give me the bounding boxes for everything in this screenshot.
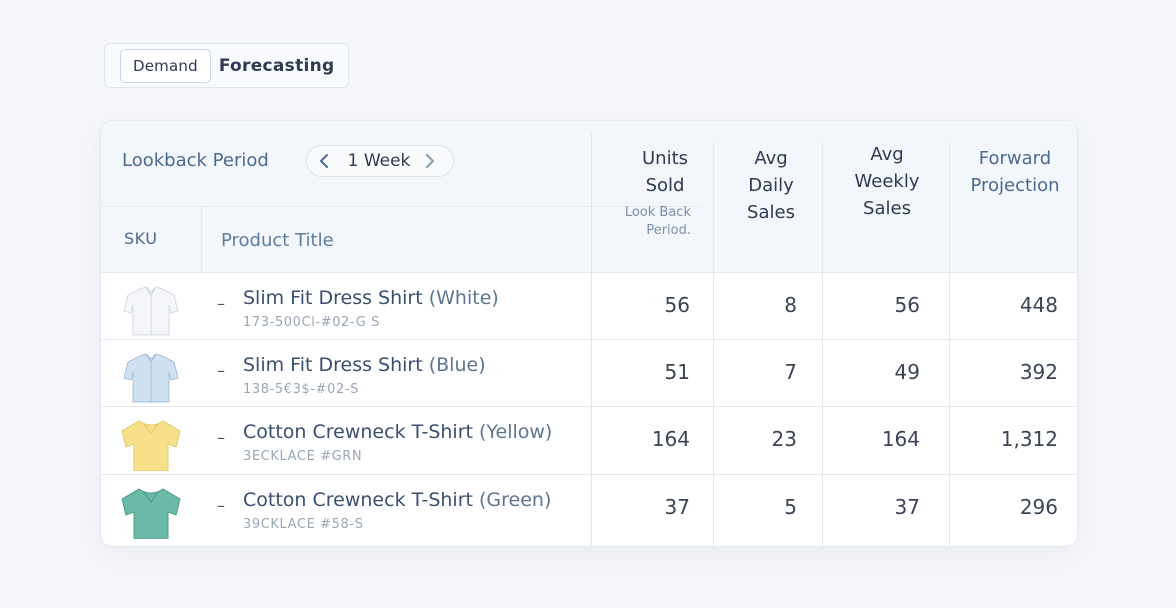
product-variant: (White) — [428, 287, 499, 309]
divider — [949, 143, 950, 546]
avg-weekly-cell: 49 — [894, 360, 920, 384]
product-name: Cotton Crewneck T-Shirt — [243, 421, 473, 443]
divider — [713, 143, 714, 546]
product-variant: (Green) — [479, 489, 552, 511]
avg-daily-cell: 7 — [784, 360, 797, 384]
avg-daily-cell: 5 — [784, 495, 797, 519]
product-title[interactable]: Cotton Crewneck T-Shirt (Yellow) — [243, 421, 552, 443]
avg-daily-header-line: Avg — [754, 148, 788, 169]
avg-daily-sales-header: Avg Daily Sales — [726, 145, 816, 226]
product-name: Slim Fit Dress Shirt — [243, 287, 423, 309]
product-variant: (Yellow) — [479, 421, 553, 443]
product-sku: 3ECKLACE #GRN — [243, 449, 363, 464]
period-value: 1 Week — [347, 151, 411, 171]
forward-header-line: Forward — [978, 148, 1052, 169]
avg-weekly-header-line: Avg — [870, 144, 904, 165]
chevron-left-icon[interactable] — [315, 152, 333, 170]
divider — [101, 272, 1077, 273]
units-sold-cell: 56 — [664, 293, 690, 317]
units-sold-cell: 164 — [651, 427, 690, 451]
sku-column-header: SKU — [124, 229, 158, 248]
avg-weekly-header-line: Weekly — [854, 171, 920, 192]
product-sku: 173-500Cl-#02-G S — [243, 315, 380, 330]
table-row[interactable]: – Slim Fit Dress Shirt (White) 173-500Cl… — [101, 273, 1077, 340]
divider — [101, 406, 1077, 407]
table-row[interactable]: – Slim Fit Dress Shirt (Blue) 138-5€3$-#… — [101, 340, 1077, 407]
row-dash: – — [217, 361, 225, 380]
avg-weekly-cell: 37 — [894, 495, 920, 519]
demand-tab[interactable]: Demand — [120, 48, 211, 83]
forward-projection-cell: 392 — [1019, 360, 1058, 384]
white-dress-shirt-icon — [123, 286, 179, 336]
lookback-period-label: Lookback Period — [122, 150, 269, 171]
table-row[interactable]: – Cotton Crewneck T-Shirt (Green) 39CKLA… — [101, 475, 1077, 542]
product-title[interactable]: Slim Fit Dress Shirt (Blue) — [243, 354, 486, 376]
avg-weekly-cell: 164 — [881, 427, 920, 451]
row-dash: – — [217, 294, 225, 313]
period-selector[interactable]: 1 Week — [306, 145, 454, 177]
units-sold-header: Units Sold — [621, 145, 709, 199]
product-title[interactable]: Cotton Crewneck T-Shirt (Green) — [243, 489, 551, 511]
divider — [822, 143, 823, 546]
avg-weekly-header-line: Sales — [863, 198, 911, 219]
blue-dress-shirt-icon — [123, 353, 179, 403]
row-dash: – — [217, 496, 225, 515]
forward-projection-cell: 1,312 — [1000, 427, 1058, 451]
page-title-box: Demand Forecasting — [104, 43, 349, 88]
product-title[interactable]: Slim Fit Dress Shirt (White) — [243, 287, 499, 309]
units-sold-subheader-line: Period. — [646, 223, 691, 238]
units-sold-cell: 37 — [664, 495, 690, 519]
product-name: Cotton Crewneck T-Shirt — [243, 489, 473, 511]
avg-weekly-sales-header: Avg Weekly Sales — [839, 141, 935, 222]
forward-projection-header: Forward Projection — [959, 145, 1071, 199]
product-variant: (Blue) — [428, 354, 486, 376]
green-tshirt-icon — [121, 488, 181, 539]
avg-daily-header-line: Daily — [748, 175, 794, 196]
avg-daily-cell: 23 — [771, 427, 797, 451]
divider — [101, 474, 1077, 475]
units-sold-header-line: Sold — [645, 175, 685, 196]
divider — [101, 339, 1077, 340]
units-sold-header-line: Units — [641, 148, 689, 169]
product-sku: 138-5€3$-#02-S — [243, 382, 360, 397]
table-row[interactable]: – Cotton Crewneck T-Shirt (Yellow) 3ECKL… — [101, 407, 1077, 474]
units-sold-cell: 51 — [664, 360, 690, 384]
demand-tab-label: Demand — [133, 56, 198, 75]
avg-weekly-cell: 56 — [894, 293, 920, 317]
forecast-table: Lookback Period 1 Week Units Sold Look B… — [100, 120, 1078, 547]
divider — [201, 207, 202, 272]
row-dash: – — [217, 428, 225, 447]
table-header — [101, 121, 1077, 272]
units-sold-subheader: Look Back Period. — [601, 204, 691, 240]
product-title-column-header: Product Title — [221, 230, 334, 251]
forward-header-line: Projection — [970, 175, 1060, 196]
product-name: Slim Fit Dress Shirt — [243, 354, 423, 376]
units-sold-subheader-line: Look Back — [624, 205, 691, 220]
divider — [101, 206, 701, 207]
forward-projection-cell: 448 — [1019, 293, 1058, 317]
forward-projection-cell: 296 — [1019, 495, 1058, 519]
avg-daily-header-line: Sales — [747, 202, 795, 223]
yellow-tshirt-icon — [121, 420, 181, 471]
avg-daily-cell: 8 — [784, 293, 797, 317]
page-title: Forecasting — [218, 55, 335, 76]
chevron-right-icon[interactable] — [421, 152, 439, 170]
product-sku: 39CKLACE #58-S — [243, 517, 364, 532]
